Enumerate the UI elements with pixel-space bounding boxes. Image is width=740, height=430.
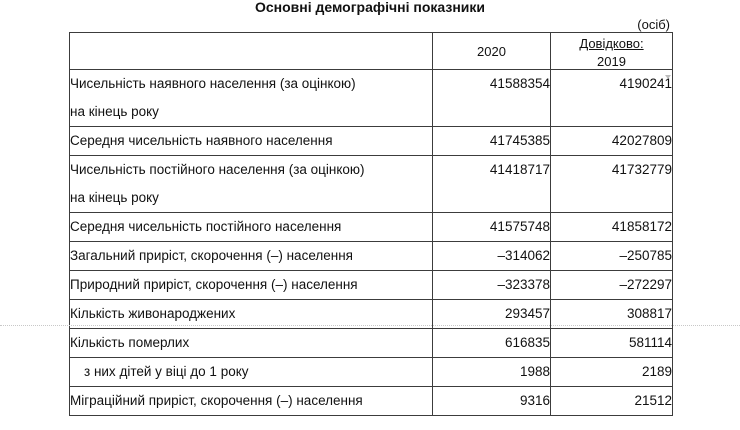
value-2019: –272297	[550, 270, 673, 300]
table-row: Міграційний приріст, скорочення (–) насе…	[69, 386, 673, 416]
row-label: Чисельність наявного населення (за оцінк…	[69, 69, 433, 127]
row-label-line1: Чисельність наявного населення (за оцінк…	[70, 76, 356, 91]
value-2020: 41745385	[432, 126, 551, 156]
page-divider	[0, 325, 740, 326]
row-label-line1: Чисельність постійного населення (за оці…	[70, 162, 365, 177]
table-row: Середня чисельність наявного населення 4…	[69, 126, 673, 156]
row-label: Середня чисельність постійного населення	[69, 212, 433, 242]
header-reference-label: Довідково:	[579, 36, 644, 51]
value-2020: 616835	[432, 328, 551, 358]
value-2019: 41858172	[550, 212, 673, 242]
value-2019: 4190241	[550, 69, 673, 127]
value-2020: 41588354	[432, 69, 551, 127]
row-label: Кількість померлих	[69, 328, 433, 358]
dropdown-arrow-icon	[665, 75, 671, 79]
row-label: з них дітей у віці до 1 року	[69, 357, 433, 387]
table-row: Середня чисельність постійного населення…	[69, 212, 673, 242]
table-row: Природний приріст, скорочення (–) населе…	[69, 270, 673, 300]
header-2019-label: 2019	[597, 54, 626, 69]
value-2019: 2189	[550, 357, 673, 387]
value-2020: 41575748	[432, 212, 551, 242]
table-row: Чисельність постійного населення (за оці…	[69, 155, 673, 213]
header-2020: 2020	[432, 32, 551, 70]
value-2020: 293457	[432, 299, 551, 329]
value-2020: 41418717	[432, 155, 551, 213]
value-2020: 1988	[432, 357, 551, 387]
row-label: Загальний приріст, скорочення (–) населе…	[69, 241, 433, 271]
value-2019: 21512	[550, 386, 673, 416]
table-row: Чисельність наявного населення (за оцінк…	[69, 69, 673, 127]
value-2020: 9316	[432, 386, 551, 416]
demographic-table: 2020 Довідково: 2019 Чисельність наявног…	[69, 32, 673, 416]
table-row: Загальний приріст, скорочення (–) населе…	[69, 241, 673, 271]
header-label-cell	[69, 32, 433, 70]
value-2019: 42027809	[550, 126, 673, 156]
table-title: Основні демографічні показники	[254, 0, 485, 15]
units-note: (осіб)	[637, 17, 670, 32]
row-label: Природний приріст, скорочення (–) населе…	[69, 270, 433, 300]
header-2019: Довідково: 2019	[550, 32, 673, 70]
row-label: Кількість живонароджених	[69, 299, 433, 329]
table-row: Кількість живонароджених 293457 308817	[69, 299, 673, 329]
table-row: Кількість померлих 616835 581114	[69, 328, 673, 358]
row-label: Міграційний приріст, скорочення (–) насе…	[69, 386, 433, 416]
row-label-line2: на кінець року	[70, 190, 159, 205]
header-row: 2020 Довідково: 2019	[69, 32, 673, 70]
row-label: Чисельність постійного населення (за оці…	[69, 155, 433, 213]
value-2019: –250785	[550, 241, 673, 271]
value-2019: 41732779	[550, 155, 673, 213]
value-2020: –323378	[432, 270, 551, 300]
value-2019: 581114	[550, 328, 673, 358]
table-row: з них дітей у віці до 1 року 1988 2189	[69, 357, 673, 387]
row-label: Середня чисельність наявного населення	[69, 126, 433, 156]
row-label-line2: на кінець року	[70, 104, 159, 119]
header-2020-label: 2020	[477, 44, 506, 59]
value-2020: –314062	[432, 241, 551, 271]
